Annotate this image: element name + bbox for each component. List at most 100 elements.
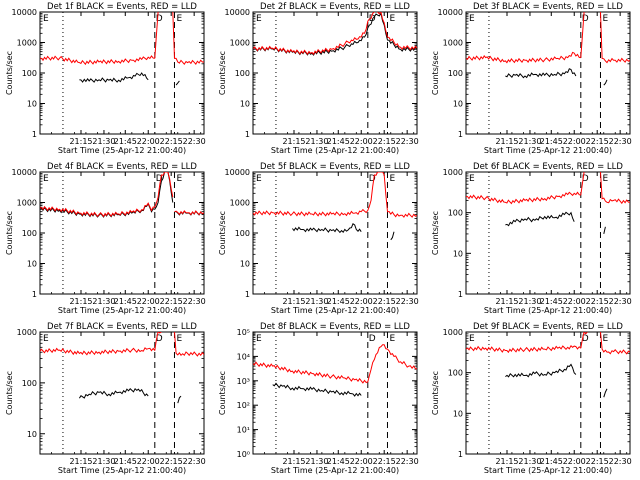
x-tick-label: 21:30 — [92, 457, 115, 466]
series-lld — [253, 172, 417, 218]
event-marker-label: E — [469, 174, 475, 184]
series-events — [505, 68, 577, 79]
x-tick-label: 22:15 — [586, 457, 609, 466]
plot-frame — [252, 11, 418, 135]
y-tick-label: 10¹ — [237, 426, 250, 435]
y-tick-label: 10000 — [225, 8, 250, 17]
x-axis-label: Start Time (25-Apr-12 21:00:40) — [58, 466, 186, 475]
x-tick-label: 21:45 — [114, 137, 137, 146]
event-marker-label: E — [43, 334, 49, 344]
plot-frame — [39, 171, 205, 295]
y-tick-label: 1 — [458, 290, 463, 299]
series-events — [603, 79, 608, 86]
x-axis-label: Start Time (25-Apr-12 21:00:40) — [484, 306, 612, 315]
x-tick-label: 21:45 — [327, 457, 350, 466]
y-tick-label: 100 — [22, 379, 37, 388]
y-tick-label: 100 — [448, 369, 463, 378]
x-tick-label: 22:00 — [137, 297, 160, 306]
x-axis-label: Start Time (25-Apr-12 21:00:40) — [484, 466, 612, 475]
y-axis-label: Counts/sec — [431, 371, 440, 415]
y-tick-label: 10 — [453, 409, 463, 418]
series-events — [272, 382, 362, 397]
series-lld — [154, 332, 162, 351]
chart-panel-8: Det 8f BLACK = Events, RED = LLD 10⁰ 10¹ 10… — [218, 322, 419, 475]
event-marker-label: E — [256, 174, 262, 184]
x-axis-label: Start Time (25-Apr-12 21:00:40) — [271, 466, 399, 475]
event-marker-label: D — [369, 174, 376, 184]
series-events — [292, 223, 362, 234]
chart-panel-9: Det 9f BLACK = Events, RED = LLD 1 10 100 10… — [431, 322, 632, 475]
x-tick-label: 22:00 — [137, 137, 160, 146]
x-tick-label: 22:15 — [160, 457, 183, 466]
event-marker-label: E — [43, 14, 49, 24]
plot-frame — [252, 171, 418, 295]
y-tick-label: 10 — [27, 430, 37, 439]
series-lld — [466, 51, 581, 64]
y-tick-label: 10 — [27, 260, 37, 269]
chart-title: Det 1f BLACK = Events, RED = LLD — [47, 2, 197, 12]
x-tick-label: 21:30 — [518, 297, 541, 306]
x-tick-label: 21:15 — [282, 457, 305, 466]
y-tick-label: 10000 — [225, 168, 250, 177]
event-marker-label: E — [176, 174, 182, 184]
event-marker-label: E — [256, 14, 262, 24]
chart-panel-4: Det 4f BLACK = Events, RED = LLD 1 10 100 10… — [5, 162, 206, 315]
series-lld — [154, 12, 162, 59]
event-marker-label: E — [176, 334, 182, 344]
y-tick-label: 10³ — [237, 377, 250, 386]
y-tick-label: 1000 — [443, 168, 463, 177]
y-tick-label: 100 — [22, 229, 37, 238]
event-marker-label: D — [582, 14, 589, 24]
y-tick-label: 10000 — [12, 168, 37, 177]
x-tick-label: 22:30 — [396, 297, 419, 306]
event-marker-label: D — [156, 14, 163, 24]
series-events — [175, 80, 180, 86]
series-lld — [580, 172, 588, 196]
x-tick-label: 21:15 — [282, 137, 305, 146]
chart-panel-7: Det 7f BLACK = Events, RED = LLD 10 100 100… — [5, 322, 206, 475]
y-tick-label: 1000 — [443, 328, 463, 337]
x-tick-label: 21:15 — [495, 297, 518, 306]
y-tick-label: 10⁴ — [237, 352, 250, 361]
y-tick-label: 1 — [458, 450, 463, 459]
x-tick-label: 22:15 — [160, 137, 183, 146]
y-axis-label: Counts/sec — [5, 51, 14, 95]
x-tick-label: 21:45 — [540, 457, 563, 466]
x-tick-label: 22:00 — [563, 137, 586, 146]
plot-frame — [465, 11, 631, 135]
x-tick-label: 22:00 — [563, 297, 586, 306]
x-tick-label: 22:30 — [396, 137, 419, 146]
series-lld — [466, 345, 582, 354]
x-tick-label: 21:45 — [114, 297, 137, 306]
x-tick-label: 22:30 — [183, 137, 206, 146]
event-marker-label: E — [389, 14, 395, 24]
plot-frame — [39, 11, 205, 135]
chart-title: Det 4f BLACK = Events, RED = LLD — [47, 162, 197, 172]
series-events — [505, 363, 577, 378]
x-tick-label: 21:30 — [92, 297, 115, 306]
y-tick-label: 10 — [453, 100, 463, 109]
y-tick-label: 10000 — [12, 8, 37, 17]
chart-title: Det 9f BLACK = Events, RED = LLD — [473, 322, 623, 332]
x-tick-label: 22:00 — [350, 457, 373, 466]
event-marker-label: D — [156, 174, 163, 184]
series-lld — [466, 191, 581, 205]
x-axis-label: Start Time (25-Apr-12 21:00:40) — [484, 146, 612, 155]
series-lld — [580, 332, 588, 349]
event-marker-label: E — [602, 174, 608, 184]
x-tick-label: 22:30 — [609, 297, 632, 306]
x-tick-label: 22:30 — [183, 297, 206, 306]
event-marker-label: D — [369, 334, 376, 344]
series-lld — [40, 55, 155, 66]
y-tick-label: 1000 — [17, 39, 37, 48]
series-events — [603, 388, 608, 398]
x-tick-label: 21:45 — [327, 297, 350, 306]
series-events — [177, 395, 182, 404]
series-lld — [174, 332, 204, 357]
series-lld — [172, 12, 204, 66]
x-tick-label: 21:15 — [282, 297, 305, 306]
y-tick-label: 10 — [453, 249, 463, 258]
x-tick-label: 22:00 — [350, 137, 373, 146]
event-marker-label: E — [469, 334, 475, 344]
x-tick-label: 22:30 — [183, 457, 206, 466]
